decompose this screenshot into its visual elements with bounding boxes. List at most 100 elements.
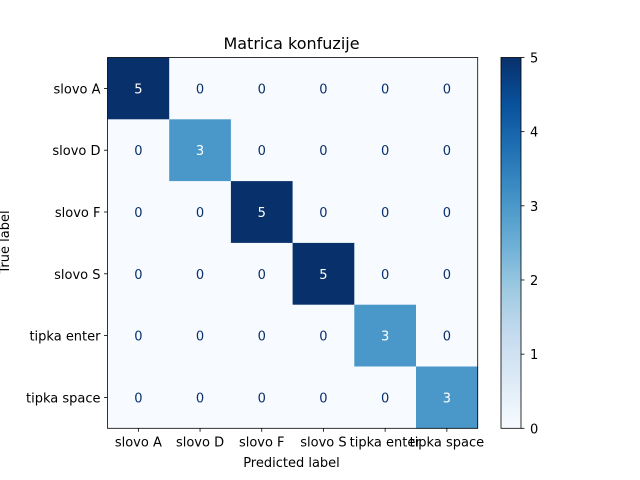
heatmap-cell: [230, 57, 293, 120]
x-tick-label: slovo S: [300, 435, 346, 450]
cell-value-label: 0: [443, 144, 451, 159]
heatmap-cell: [354, 242, 417, 306]
heatmap-cell: [230, 366, 293, 429]
cell-value-label: 0: [443, 206, 451, 221]
plot-frame: [107, 57, 479, 429]
cell-value-label: 0: [381, 391, 389, 406]
colorbar: [501, 57, 521, 429]
y-tick-label: tipka enter: [29, 330, 101, 345]
colorbar-tick-label: 0: [530, 422, 538, 437]
x-axis: slovo A slovo D slovo F slovo S tipka entert…: [115, 428, 484, 450]
colorbar-tick-label: 3: [530, 200, 538, 215]
heatmap-cell: [416, 119, 479, 182]
colorbar-tick-label: 5: [530, 52, 538, 67]
cell-value-label: 0: [319, 206, 327, 221]
heatmap-cell: [416, 57, 479, 120]
heatmap-cell: [230, 304, 293, 367]
heatmap-cell: [230, 181, 293, 244]
cell-value-label: 0: [258, 82, 266, 97]
cell-value-label: 0: [134, 268, 142, 283]
heatmap-cell: [354, 57, 417, 120]
heatmap-cell: [416, 304, 479, 367]
heatmap-cell: [169, 57, 232, 120]
heatmap-cell: [107, 366, 170, 429]
heatmap-cell: [169, 181, 232, 244]
x-tick-label: tipka enter: [350, 435, 422, 450]
x-tick-label: slovo D: [176, 435, 224, 450]
cell-value-label: 0: [134, 144, 142, 159]
heatmap-cell: [354, 119, 417, 182]
heatmap-cell: [354, 304, 417, 367]
heatmap-cell: [169, 242, 232, 306]
heatmap-cell: [169, 366, 232, 429]
colorbar-ticks: 0 1 2 3 4 5: [521, 52, 538, 437]
cell-value-label: 0: [196, 391, 204, 406]
heatmap-cell: [354, 181, 417, 244]
x-axis-label: Predicted label: [243, 456, 340, 471]
cell-value-label: 0: [134, 330, 142, 345]
heatmap-cell: [292, 304, 355, 367]
cell-value-label: 0: [443, 268, 451, 283]
cell-value-label: 5: [319, 268, 327, 283]
cell-value-label: 0: [196, 82, 204, 97]
x-tick-label: tipka space: [410, 435, 485, 450]
cell-value-label: 0: [319, 144, 327, 159]
y-tick-label: tipka space: [26, 391, 101, 406]
x-tick-label: slovo F: [239, 435, 285, 450]
y-tick-label: slovo D: [52, 144, 100, 159]
heatmap-cell: [416, 242, 479, 306]
heatmap-cell: [292, 242, 355, 306]
cell-value-label: 5: [134, 82, 142, 97]
heatmap-cell: [107, 304, 170, 367]
chart-title: Matrica konfuzije: [223, 34, 359, 53]
cell-value-label: 0: [258, 144, 266, 159]
heatmap-cell: [292, 119, 355, 182]
heatmap-cell: [292, 366, 355, 429]
cell-value-label: 0: [134, 206, 142, 221]
heatmap-cell: [169, 304, 232, 367]
x-tick-label: slovo A: [115, 435, 162, 450]
heatmap-cell: [169, 119, 232, 182]
heatmap-cell: [416, 181, 479, 244]
y-axis-label: True label: [0, 210, 13, 274]
heatmap-cell: [107, 57, 170, 120]
colorbar-tick-label: 4: [530, 126, 538, 141]
cell-value-label: 0: [381, 268, 389, 283]
cell-value-label: 0: [134, 391, 142, 406]
y-tick-label: slovo S: [54, 268, 100, 283]
heatmap-cell: [292, 181, 355, 244]
colorbar-tick-label: 1: [530, 348, 538, 363]
cell-value-label: 0: [196, 206, 204, 221]
cell-value-label: 0: [443, 330, 451, 345]
heatmap-cell: [230, 242, 293, 306]
cell-value-label: 3: [381, 330, 389, 345]
cell-value-label: 0: [196, 268, 204, 283]
cell-value-label: 3: [443, 391, 451, 406]
heatmap-cells: [107, 57, 479, 429]
cell-value-label: 0: [381, 144, 389, 159]
cell-value-labels: 5 0 0 0 0 0 0 3 0 0 0 0 0 0 5 0 0 0 0 0 0 5 0 0 0 0 0 0 3 0 0 0 0 0 0 3: [134, 82, 451, 406]
cell-value-label: 0: [258, 268, 266, 283]
y-tick-label: slovo F: [55, 206, 101, 221]
cell-value-label: 0: [196, 330, 204, 345]
cell-value-label: 0: [319, 391, 327, 406]
heatmap-cell: [107, 181, 170, 244]
colorbar-frame: [500, 57, 522, 429]
heatmap-cell: [107, 119, 170, 182]
colorbar-tick-label: 2: [530, 274, 538, 289]
cell-value-label: 0: [381, 206, 389, 221]
cell-value-label: 0: [443, 82, 451, 97]
cell-value-label: 0: [258, 391, 266, 406]
cell-value-label: 3: [196, 144, 204, 159]
heatmap-cell: [292, 57, 355, 120]
y-tick-label: slovo A: [53, 82, 100, 97]
heatmap-cell: [416, 366, 479, 429]
cell-value-label: 0: [319, 82, 327, 97]
heatmap-cell: [107, 242, 170, 306]
heatmap-cell: [354, 366, 417, 429]
cell-value-label: 0: [381, 82, 389, 97]
cell-value-label: 0: [319, 330, 327, 345]
cell-value-label: 5: [258, 206, 266, 221]
cell-value-label: 0: [258, 330, 266, 345]
